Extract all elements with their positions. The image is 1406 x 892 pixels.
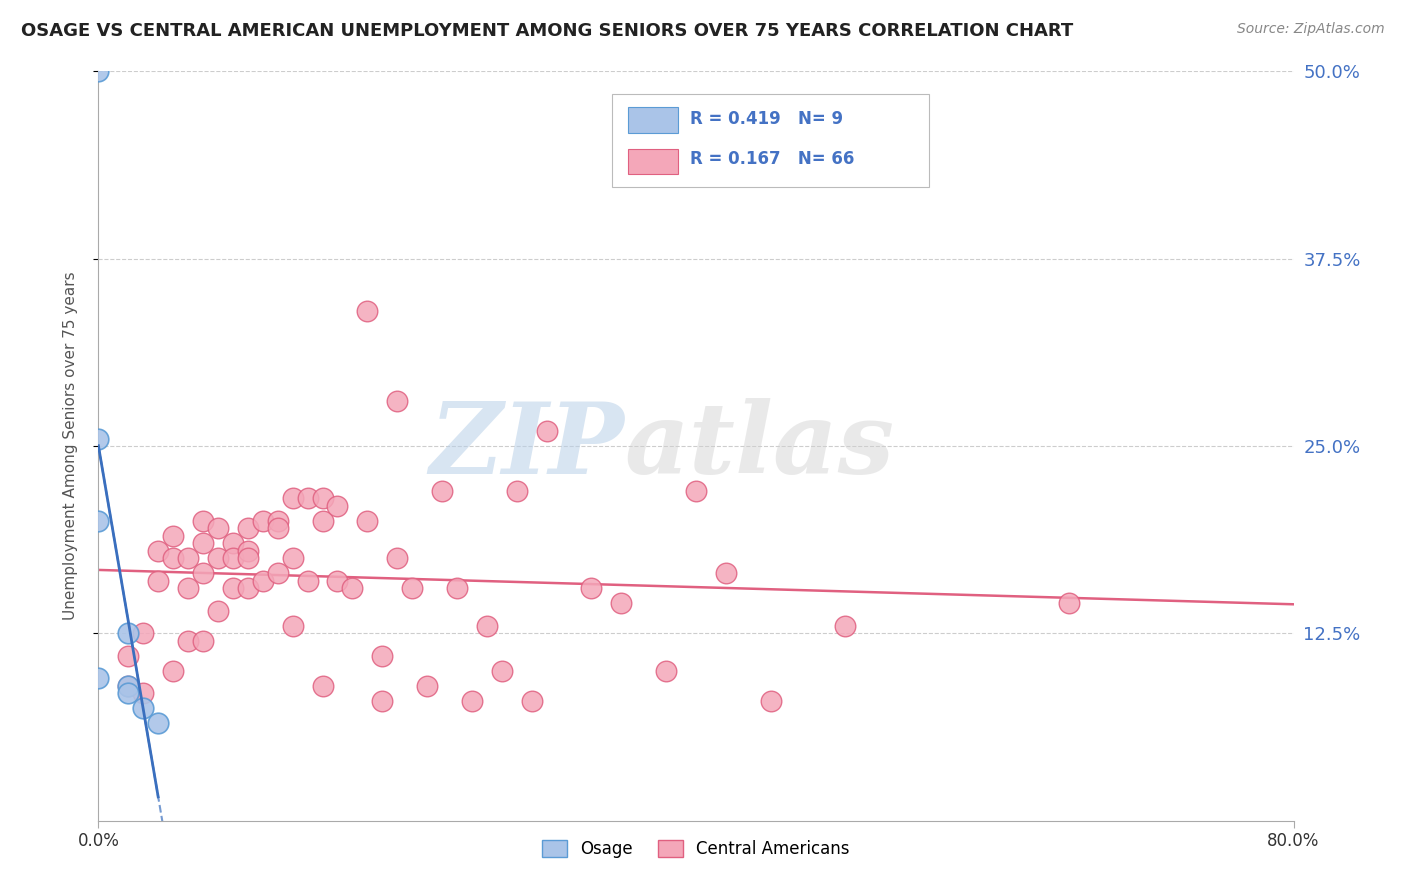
Point: [87, 64, 110, 78]
Point: [162, 529, 184, 543]
Point: [385, 394, 409, 409]
Point: [385, 551, 409, 566]
Point: [87, 432, 110, 446]
Point: [326, 499, 349, 513]
Text: Source: ZipAtlas.com: Source: ZipAtlas.com: [1237, 22, 1385, 37]
Point: [356, 304, 378, 318]
Point: [446, 582, 468, 596]
Point: [581, 582, 603, 596]
Point: [267, 521, 290, 535]
Point: [207, 551, 229, 566]
Point: [834, 619, 856, 633]
FancyBboxPatch shape: [613, 94, 929, 187]
Point: [236, 521, 259, 535]
Point: [759, 694, 782, 708]
Point: [191, 566, 214, 581]
Point: [207, 604, 229, 618]
Legend: Osage, Central Americans: Osage, Central Americans: [536, 833, 856, 864]
Point: [117, 626, 139, 640]
Point: [148, 574, 170, 588]
Text: OSAGE VS CENTRAL AMERICAN UNEMPLOYMENT AMONG SENIORS OVER 75 YEARS CORRELATION C: OSAGE VS CENTRAL AMERICAN UNEMPLOYMENT A…: [21, 22, 1073, 40]
Point: [132, 626, 155, 640]
Point: [297, 574, 319, 588]
Point: [148, 716, 170, 731]
Point: [520, 694, 543, 708]
Point: [117, 679, 139, 693]
Point: [191, 633, 214, 648]
Point: [87, 671, 110, 685]
Point: [236, 551, 259, 566]
Point: [311, 491, 333, 506]
Point: [117, 648, 139, 663]
Point: [1059, 596, 1081, 610]
FancyBboxPatch shape: [628, 149, 678, 174]
Point: [491, 664, 513, 678]
Point: [267, 566, 290, 581]
Text: R = 0.419   N= 9: R = 0.419 N= 9: [690, 110, 844, 128]
Point: [281, 619, 304, 633]
Point: [655, 664, 678, 678]
Point: [177, 551, 200, 566]
Point: [117, 679, 139, 693]
Text: ZIP: ZIP: [429, 398, 624, 494]
Point: [311, 679, 333, 693]
Text: atlas: atlas: [624, 398, 894, 494]
Point: [326, 574, 349, 588]
Point: [132, 701, 155, 715]
Point: [371, 694, 394, 708]
Point: [177, 633, 200, 648]
Point: [252, 574, 274, 588]
Point: [297, 491, 319, 506]
Point: [371, 648, 394, 663]
Text: R = 0.167   N= 66: R = 0.167 N= 66: [690, 150, 855, 168]
Point: [222, 551, 245, 566]
Point: [162, 551, 184, 566]
Point: [342, 582, 364, 596]
Point: [222, 536, 245, 550]
Point: [87, 514, 110, 528]
Point: [236, 544, 259, 558]
Point: [685, 483, 707, 498]
Point: [148, 544, 170, 558]
Point: [252, 514, 274, 528]
Point: [356, 514, 378, 528]
Point: [162, 664, 184, 678]
Point: [311, 514, 333, 528]
Point: [281, 491, 304, 506]
Point: [461, 694, 484, 708]
Point: [222, 582, 245, 596]
FancyBboxPatch shape: [628, 107, 678, 133]
Point: [207, 521, 229, 535]
Point: [132, 686, 155, 700]
Point: [714, 566, 737, 581]
Point: [177, 582, 200, 596]
Point: [475, 619, 498, 633]
Point: [281, 551, 304, 566]
Point: [536, 424, 558, 438]
Y-axis label: Unemployment Among Seniors over 75 years: Unemployment Among Seniors over 75 years: [63, 272, 77, 620]
Point: [191, 536, 214, 550]
Point: [416, 679, 439, 693]
Point: [267, 514, 290, 528]
Point: [236, 582, 259, 596]
Point: [610, 596, 633, 610]
Point: [401, 582, 423, 596]
Point: [430, 483, 453, 498]
Point: [191, 514, 214, 528]
Point: [117, 686, 139, 700]
Point: [506, 483, 529, 498]
